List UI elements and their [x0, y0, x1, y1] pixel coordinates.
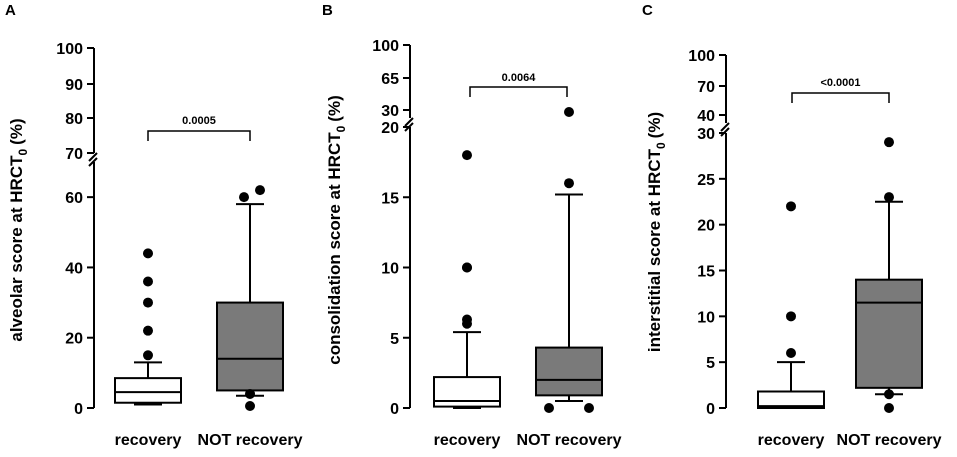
panel-letter: B — [322, 2, 333, 19]
tick-label: 10 — [697, 309, 715, 326]
outlier-point — [786, 348, 796, 358]
box-not-recovery — [855, 137, 923, 413]
tick-label: 100 — [56, 41, 83, 58]
outlier-point — [255, 185, 265, 196]
outlier-point — [143, 276, 153, 287]
tick-label: 30 — [381, 103, 399, 120]
tick-label: 70 — [697, 79, 715, 96]
tick-label: 70 — [65, 146, 83, 163]
box-iqr — [855, 278, 923, 389]
y-axis-label-main: consolidation score at HRCT — [325, 132, 344, 365]
p-value-label: 0.0064 — [502, 72, 537, 84]
tick-label: 15 — [381, 190, 399, 207]
outlier-point — [143, 297, 153, 308]
axis-break-mark — [88, 157, 98, 167]
outlier-point — [584, 403, 594, 413]
tick-label: 30 — [697, 126, 715, 143]
outlier-point — [462, 150, 472, 161]
tick-label: 5 — [390, 331, 399, 348]
box-iqr — [433, 376, 501, 408]
axis-break-mark — [720, 122, 730, 132]
x-category-label: NOT recovery — [837, 432, 942, 449]
tick-label: 10 — [381, 261, 399, 278]
significance-bracket — [791, 92, 890, 103]
tick-label: 20 — [381, 120, 399, 137]
box-iqr — [114, 377, 182, 404]
outlier-point — [245, 401, 255, 411]
box-recovery — [433, 150, 501, 409]
outlier-point — [462, 262, 472, 273]
outlier-point — [462, 314, 472, 325]
significance-bracket — [469, 86, 568, 97]
outlier-point — [884, 137, 894, 148]
y-axis-label: consolidation score at HRCT0 (%) — [325, 95, 348, 365]
y-axis-label: alveolar score at HRCT0 (%) — [7, 118, 30, 341]
y-axis-label: interstitial score at HRCT0 (%) — [645, 112, 668, 352]
tick-label: 20 — [65, 331, 83, 348]
panel-letter: C — [642, 2, 653, 19]
tick-label: 65 — [381, 71, 399, 88]
tick-label: 0 — [74, 401, 83, 418]
y-axis-label-sub: 0 — [334, 125, 348, 132]
y-axis-label-sub: 0 — [16, 149, 30, 156]
tick-label: 5 — [706, 355, 715, 372]
y-axis-label-main: interstitial score at HRCT — [645, 148, 664, 352]
tick-label: 0 — [706, 401, 715, 418]
box-recovery — [114, 248, 182, 406]
box-not-recovery — [216, 185, 284, 411]
box-recovery — [757, 201, 825, 409]
axis-break-mark — [404, 117, 414, 127]
y-axis-label-unit: (%) — [7, 118, 26, 144]
outlier-point — [884, 192, 894, 203]
tick-label: 15 — [697, 264, 715, 281]
box-not-recovery — [535, 107, 603, 413]
tick-label: 100 — [688, 48, 715, 65]
y-axis-label-unit: (%) — [645, 112, 664, 138]
outlier-point — [884, 403, 894, 413]
outlier-point — [239, 192, 249, 203]
tick-label: 40 — [697, 108, 715, 125]
outlier-point — [143, 325, 153, 336]
outlier-point — [564, 107, 574, 117]
box-iqr — [535, 346, 603, 397]
x-category-label: recovery — [758, 432, 825, 449]
p-value-label: <0.0001 — [820, 77, 860, 89]
axis-break-mark — [88, 152, 98, 162]
p-value-label: 0.0005 — [182, 115, 216, 127]
outlier-point — [564, 178, 574, 189]
outlier-point — [786, 201, 796, 212]
outlier-point — [884, 389, 894, 400]
y-axis-label-main: alveolar score at HRCT — [7, 155, 26, 342]
box-iqr — [216, 301, 284, 392]
y-axis-label-unit: (%) — [325, 95, 344, 121]
y-axis-label-sub: 0 — [654, 142, 668, 149]
panel-letter: A — [5, 2, 16, 19]
outlier-point — [143, 248, 153, 259]
tick-label: 100 — [372, 38, 399, 55]
x-category-label: NOT recovery — [517, 432, 622, 449]
x-category-label: recovery — [115, 432, 182, 449]
tick-label: 0 — [390, 401, 399, 418]
outlier-point — [245, 388, 255, 399]
x-category-label: recovery — [434, 432, 501, 449]
tick-label: 40 — [65, 260, 83, 277]
tick-label: 80 — [65, 111, 83, 128]
tick-label: 90 — [65, 77, 83, 94]
tick-label: 60 — [65, 190, 83, 207]
outlier-point — [143, 350, 153, 361]
outlier-point — [786, 311, 796, 322]
significance-bracket — [147, 130, 251, 141]
tick-label: 25 — [697, 172, 715, 189]
box-iqr — [757, 390, 825, 409]
x-category-label: NOT recovery — [198, 432, 303, 449]
tick-label: 20 — [697, 218, 715, 235]
outlier-point — [544, 403, 554, 413]
